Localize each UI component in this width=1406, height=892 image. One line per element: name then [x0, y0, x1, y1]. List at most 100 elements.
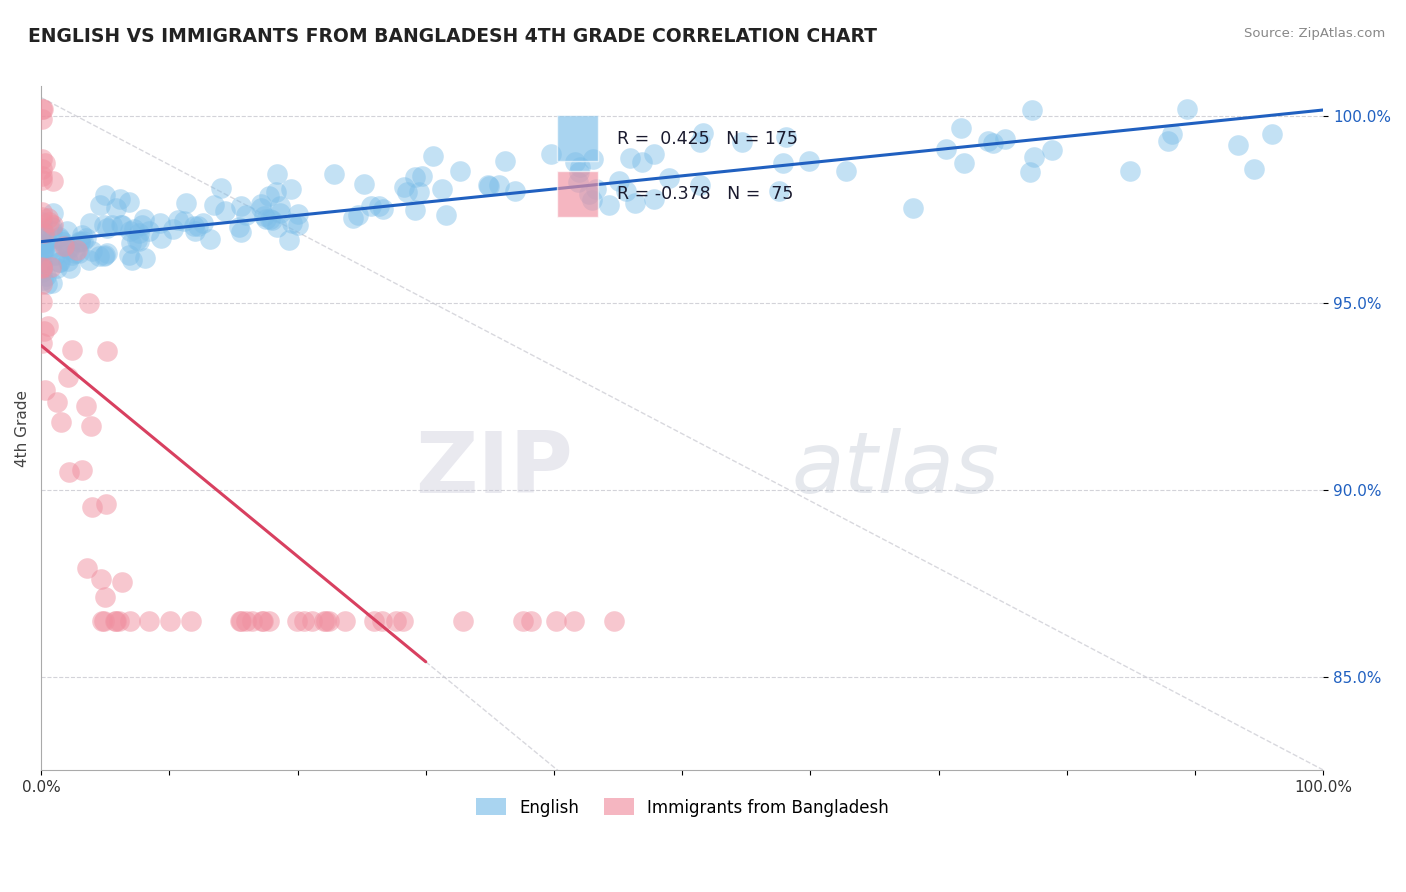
Point	[187, 219, 209, 234]
Point	[34, 244, 56, 259]
Point	[149, 216, 172, 230]
Point	[67, 246, 90, 260]
Point	[31, 169, 53, 184]
Point	[70, 463, 93, 477]
Point	[1227, 138, 1250, 153]
Point	[368, 199, 391, 213]
Point	[34, 242, 56, 256]
Point	[252, 614, 274, 628]
Point	[94, 590, 117, 604]
Point	[404, 202, 426, 217]
Point	[138, 614, 160, 628]
Point	[58, 466, 80, 480]
Point	[111, 575, 134, 590]
Point	[568, 164, 591, 178]
Point	[257, 614, 280, 628]
Point	[108, 614, 131, 628]
Point	[477, 178, 499, 192]
Point	[60, 248, 83, 262]
Point	[578, 186, 600, 201]
Point	[32, 227, 55, 241]
Point	[55, 224, 77, 238]
Point	[385, 614, 408, 628]
Point	[31, 224, 53, 238]
Point	[31, 256, 53, 270]
Point	[31, 112, 53, 127]
Point	[519, 614, 541, 628]
Point	[31, 221, 53, 235]
Point	[404, 169, 426, 184]
Point	[775, 129, 797, 144]
Point	[581, 193, 603, 207]
Point	[69, 235, 91, 249]
Point	[42, 174, 65, 188]
Point	[46, 394, 69, 409]
Point	[1243, 162, 1265, 177]
Point	[32, 324, 55, 338]
Point	[56, 369, 79, 384]
Point	[31, 210, 53, 224]
Point	[31, 277, 53, 291]
Point	[31, 152, 53, 166]
Point	[134, 251, 156, 265]
Point	[1157, 135, 1180, 149]
Point	[994, 131, 1017, 145]
Point	[31, 273, 53, 287]
Point	[118, 195, 141, 210]
Point	[259, 212, 281, 227]
Point	[950, 120, 973, 135]
Point	[254, 211, 277, 226]
Point	[37, 234, 59, 248]
Point	[94, 248, 117, 262]
Point	[75, 399, 97, 413]
Point	[41, 276, 63, 290]
Point	[77, 296, 100, 310]
Point	[315, 614, 337, 628]
Point	[280, 181, 302, 195]
Point	[434, 208, 457, 222]
Point	[689, 178, 711, 192]
Point	[35, 277, 58, 292]
Point	[278, 234, 301, 248]
Point	[48, 230, 70, 244]
Point	[285, 614, 308, 628]
Point	[69, 234, 91, 248]
Point	[31, 173, 53, 187]
Point	[93, 219, 115, 233]
Point	[607, 174, 630, 188]
Point	[799, 154, 821, 169]
Point	[96, 343, 118, 358]
Point	[52, 235, 75, 249]
Point	[111, 219, 134, 233]
Point	[266, 168, 288, 182]
Point	[60, 343, 83, 357]
Point	[180, 614, 202, 628]
Point	[90, 614, 112, 628]
Point	[229, 614, 252, 628]
Point	[430, 182, 453, 196]
Point	[34, 156, 56, 170]
Point	[619, 152, 641, 166]
Point	[240, 614, 263, 628]
Point	[494, 153, 516, 168]
Point	[540, 146, 562, 161]
Point	[977, 134, 1000, 148]
Point	[449, 164, 471, 178]
Point	[689, 135, 711, 149]
Text: ZIP: ZIP	[415, 427, 574, 511]
Point	[79, 419, 101, 434]
Point	[353, 177, 375, 191]
Point	[229, 199, 252, 213]
Point	[65, 245, 87, 260]
Point	[72, 234, 94, 248]
Point	[77, 252, 100, 267]
Point	[96, 221, 118, 235]
Point	[31, 259, 53, 273]
Point	[488, 178, 510, 192]
Point	[31, 260, 53, 275]
Text: ENGLISH VS IMMIGRANTS FROM BANGLADESH 4TH GRADE CORRELATION CHART: ENGLISH VS IMMIGRANTS FROM BANGLADESH 4T…	[28, 27, 877, 45]
Point	[333, 614, 356, 628]
Point	[105, 614, 128, 628]
Point	[128, 234, 150, 248]
Point	[1175, 102, 1198, 116]
